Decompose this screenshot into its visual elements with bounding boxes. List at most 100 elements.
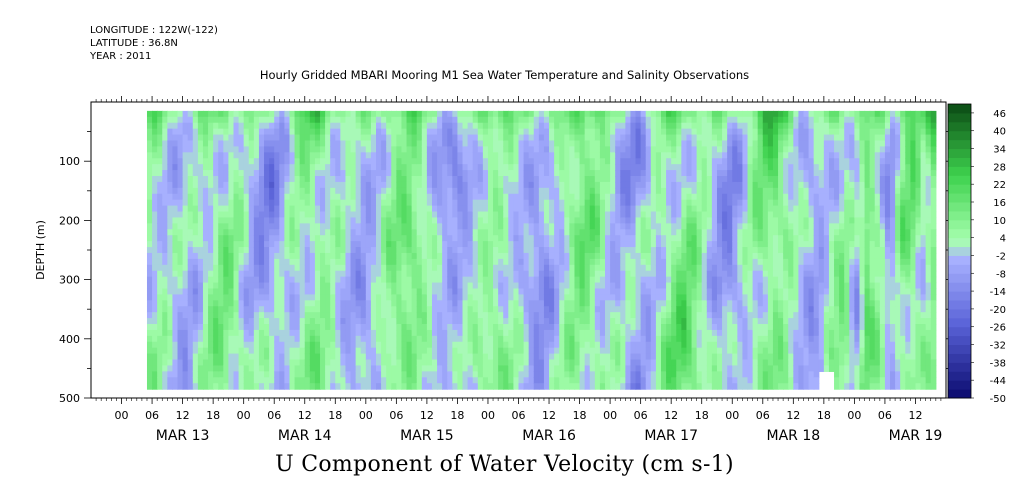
heatmap-cell [284,217,291,224]
heatmap-cell [279,247,285,254]
heatmap-cell [264,223,270,230]
heatmap-cell [269,294,275,301]
heatmap-cell [671,282,677,290]
heatmap-cell [152,205,158,213]
heatmap-cell [335,176,341,183]
heatmap-cell [538,164,545,171]
heatmap-cell [605,371,611,378]
heatmap-cell [279,211,285,219]
heatmap-cell [157,241,163,248]
heatmap-cell [615,164,621,171]
heatmap-cell [676,335,682,343]
heatmap-cell [655,300,662,307]
heatmap-cell [594,152,601,159]
heatmap-cell [264,353,270,361]
heatmap-cell [508,146,515,153]
heatmap-cell [579,134,586,142]
heatmap-cell [447,312,453,319]
heatmap-cell [213,164,219,171]
heatmap-cell [360,116,367,124]
heatmap-cell [625,217,632,224]
heatmap-cell [452,329,459,337]
heatmap-cell [442,383,448,390]
heatmap-cell [146,247,153,254]
heatmap-cell [264,258,270,266]
heatmap-cell [543,294,550,301]
heatmap-cell [279,276,285,284]
heatmap-cell [314,300,321,307]
heatmap-cell [630,318,637,325]
heatmap-cell [482,158,489,165]
heatmap-cell [381,318,387,325]
heatmap-cell [218,128,224,136]
heatmap-cell [320,229,326,236]
heatmap-cell [233,324,240,331]
heatmap-cell [584,377,591,384]
heatmap-cell [258,353,265,361]
heatmap-cell [645,258,652,266]
heatmap-cell [528,264,535,272]
heatmap-cell [671,181,677,189]
heatmap-cell [554,229,560,236]
heatmap-cell [635,288,642,295]
heatmap-cell [574,377,581,384]
heatmap-cell [162,217,168,224]
heatmap-cell [284,294,291,301]
heatmap-cell [350,300,357,307]
heatmap-cell [208,110,214,118]
heatmap-cell [482,223,489,230]
heatmap-cell [243,347,250,355]
heatmap-cell [187,359,194,367]
heatmap-cell [223,377,230,384]
heatmap-cell [284,276,291,284]
heatmap-cell [661,217,667,224]
heatmap-cell [253,134,260,142]
heatmap-cell [269,318,275,325]
heatmap-cell [421,324,428,331]
heatmap-cell [487,324,494,331]
heatmap-cell [645,247,652,254]
heatmap-cell [493,211,499,219]
heatmap-cell [411,371,418,378]
heatmap-cell [391,235,397,242]
heatmap-cell [599,199,606,207]
heatmap-cell [549,134,555,142]
heatmap-cell [487,276,494,284]
heatmap-cell [549,341,555,349]
heatmap-cell [594,199,601,207]
heatmap-cell [605,164,611,171]
heatmap-cell [666,264,672,272]
heatmap-cell [269,353,275,361]
heatmap-cell [487,294,494,301]
heatmap-cell [564,282,570,290]
heatmap-cell [406,383,413,390]
heatmap-cell [579,205,586,213]
heatmap-cell [197,170,204,177]
heatmap-cell [579,229,586,236]
heatmap-cell [482,128,489,136]
heatmap-cell [370,110,377,118]
heatmap-cell [599,377,606,384]
heatmap-cell [258,199,265,207]
heatmap-cell [482,347,489,355]
heatmap-cell [340,134,347,142]
heatmap-cell [152,158,158,165]
heatmap-cell [599,264,606,272]
heatmap-cell [482,318,489,325]
heatmap-cell [549,116,555,124]
heatmap-cell [202,247,209,254]
heatmap-cell [294,110,301,118]
heatmap-cell [177,241,184,248]
heatmap-cell [533,377,540,384]
heatmap-cell [503,341,509,349]
heatmap-cell [650,235,657,242]
heatmap-cell [274,258,280,266]
heatmap-cell [661,318,667,325]
heatmap-cell [218,383,224,390]
heatmap-cell [564,128,570,136]
heatmap-cell [213,181,219,189]
heatmap-cell [635,359,642,367]
heatmap-cell [370,377,377,384]
heatmap-cell [477,347,484,355]
heatmap-cell [238,329,245,337]
